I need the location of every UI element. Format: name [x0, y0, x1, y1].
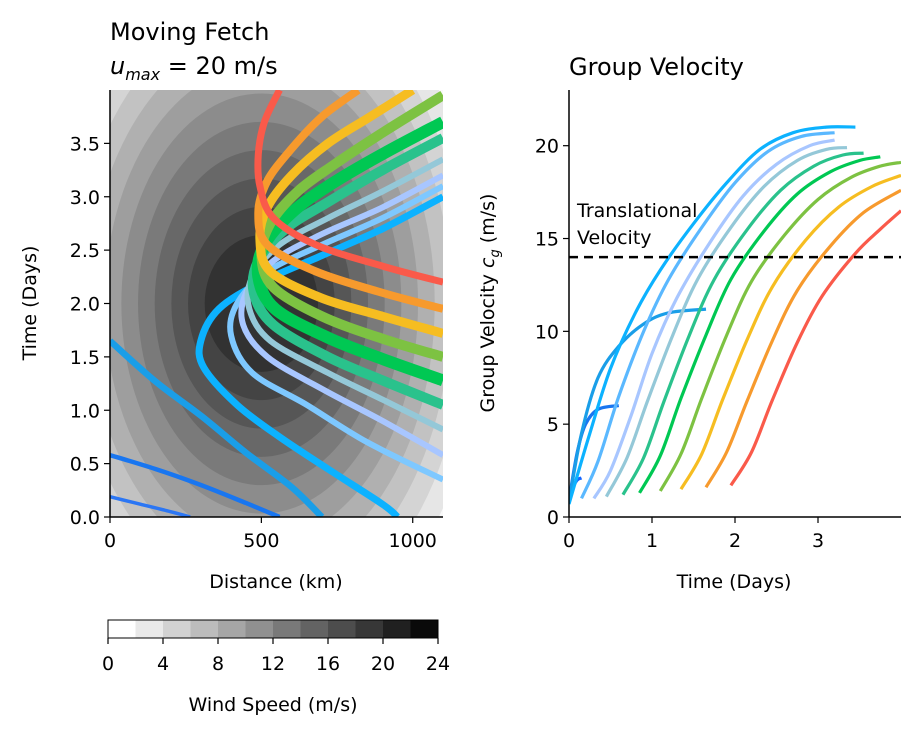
- group-velocity-line-12: [704, 188, 901, 489]
- left-ylabel: Time (Days): [19, 246, 41, 362]
- left-ytick-label: 2.0: [70, 294, 100, 316]
- hline-label-line2: Velocity: [577, 227, 652, 249]
- group-velocity-line-7: [604, 146, 848, 498]
- left-panel: Moving Fetch umax = 20 m/s 0 500 1000 0.0 0.…: [19, 18, 443, 593]
- left-ytick-label: 0.0: [70, 507, 100, 529]
- left-ytick-label: 2.5: [70, 240, 100, 262]
- left-xlabel: Distance (km): [209, 571, 342, 593]
- colorbar-label: Wind Speed (m/s): [188, 694, 357, 716]
- ylabel-unit: (m/s): [477, 194, 499, 250]
- right-ylabel: Group Velocity cg (m/s): [477, 194, 503, 413]
- left-title-line2: umax = 20 m/s: [110, 52, 278, 84]
- colorbar-tick-label: 0: [102, 653, 114, 675]
- ylabel-var: c: [477, 257, 499, 268]
- group-velocity-line-4: [569, 125, 856, 505]
- right-ytick-label: 20: [535, 136, 559, 158]
- title-var-rest: = 20 m/s: [160, 52, 278, 80]
- ray-line-13: [254, 90, 443, 286]
- left-xtick-label: 1000: [389, 530, 437, 552]
- colorbar-tick-label: 16: [316, 653, 340, 675]
- ray-line-3: [110, 338, 325, 517]
- colorbar-tick-label: 4: [157, 653, 169, 675]
- colorbar-tick-label: 20: [371, 653, 395, 675]
- colorbar-bin-4: [218, 620, 246, 638]
- right-ytick-label: 15: [535, 229, 559, 251]
- left-ytick-label: 0.5: [70, 454, 100, 476]
- ylabel-main: Group Velocity: [477, 268, 499, 412]
- colorbar-bin-9: [355, 620, 384, 638]
- left-ytick-label: 1.5: [70, 347, 100, 369]
- colorbar-bins: [108, 620, 439, 638]
- group-velocity-line-5: [580, 131, 835, 500]
- ray-line-2: [110, 452, 281, 517]
- group-velocity-line-8: [621, 151, 864, 496]
- ray-line-12: [254, 90, 443, 313]
- hline-label-line1: Translational: [576, 200, 697, 222]
- colorbar-bin-1: [135, 620, 164, 638]
- colorbar-bin-2: [163, 620, 191, 638]
- left-title-line1: Moving Fetch: [110, 18, 269, 46]
- right-xtick-label: 0: [563, 530, 575, 552]
- ylabel-sub: g: [488, 249, 503, 257]
- left-ytick-label: 3.0: [70, 187, 100, 209]
- colorbar-bin-8: [328, 620, 356, 638]
- colorbar-bin-10: [383, 620, 411, 638]
- colorbar-tick-label: 24: [426, 653, 450, 675]
- group-velocity-line-10: [658, 160, 901, 492]
- colorbar-tick-label: 12: [261, 653, 285, 675]
- colorbar-ticks: 0 4 8 12 16 20 24: [102, 638, 450, 675]
- right-xtick-label: 2: [729, 530, 741, 552]
- right-title: Group Velocity: [569, 53, 744, 81]
- ray-line-1: [110, 495, 191, 517]
- ray-line-5: [227, 183, 443, 483]
- colorbar: 0 4 8 12 16 20 24 Wind Speed (m/s): [102, 619, 450, 716]
- title-var-sub: max: [125, 65, 160, 84]
- colorbar-bin-7: [300, 620, 329, 638]
- title-var-u: u: [110, 52, 125, 80]
- group-velocity-line-11: [679, 173, 901, 491]
- left-ytick-label: 1.0: [70, 400, 100, 422]
- left-xtick-label: 500: [243, 530, 279, 552]
- colorbar-tick-label: 8: [212, 653, 224, 675]
- right-axes: 0 1 2 3 0 5 10 15 20: [535, 90, 901, 552]
- colorbar-bin-5: [245, 620, 274, 638]
- ray-line-6: [238, 172, 443, 458]
- left-axes: 0 500 1000 0.0 0.5 1.0 1.5 2.0 2.5 3.0 3.5: [70, 90, 443, 552]
- colorbar-bin-3: [190, 620, 219, 638]
- group-velocity-line-13: [729, 209, 901, 487]
- ray-line-7: [244, 156, 443, 433]
- right-panel: Group Velocity 0 1 2 3 0 5 10 15 20 Translationa…: [477, 53, 901, 593]
- group-velocity-lines: [569, 125, 901, 505]
- left-xtick-label: 0: [104, 530, 116, 552]
- right-ytick-label: 5: [547, 414, 559, 436]
- group-velocity-line-9: [638, 155, 881, 494]
- right-ytick-label: 0: [547, 507, 559, 529]
- group-velocity-line-6: [592, 138, 835, 500]
- right-ytick-label: 10: [535, 321, 559, 343]
- colorbar-bin-6: [273, 620, 301, 638]
- left-ytick-label: 3.5: [70, 133, 100, 155]
- colorbar-bin-0: [108, 620, 136, 638]
- right-xtick-label: 1: [646, 530, 658, 552]
- right-xlabel: Time (Days): [676, 571, 792, 593]
- colorbar-bin-11: [410, 620, 439, 638]
- right-xtick-label: 3: [812, 530, 824, 552]
- ray-lines: [110, 90, 443, 517]
